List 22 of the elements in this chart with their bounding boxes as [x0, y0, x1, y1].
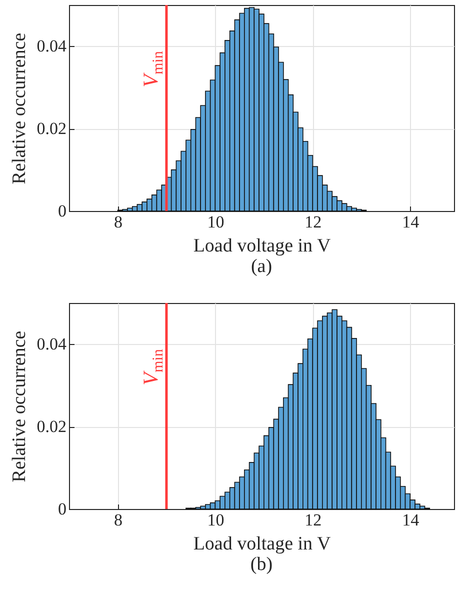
- x-tick-label: 10: [207, 510, 224, 530]
- y-tick-label: 0.02: [36, 417, 66, 436]
- x-tick-label: 12: [304, 510, 322, 530]
- y-tick-label: 0.04: [36, 334, 67, 354]
- y-tick-label: 0.04: [36, 36, 67, 56]
- y-axis-title: Relative occurrence: [8, 32, 30, 184]
- x-tick-label: 8: [114, 510, 122, 530]
- ref-line-label: Vmin: [138, 348, 166, 386]
- x-tick-label: 14: [402, 212, 420, 232]
- ref-line-label: Vmin: [138, 50, 166, 88]
- x-tick-label: 10: [207, 212, 224, 232]
- x-tick-label: 8: [114, 212, 122, 232]
- text: (a): [250, 256, 272, 277]
- x-axis-title: Load voltage in V: [193, 534, 331, 554]
- x-tick-label: 14: [402, 510, 420, 530]
- x-axis-title: Load voltage in V: [193, 236, 331, 256]
- text: (b): [250, 554, 273, 575]
- x-tick-label: 12: [304, 212, 322, 232]
- y-tick-label: 0.02: [36, 119, 66, 138]
- y-axis-title: Relative occurrence: [8, 330, 30, 482]
- y-tick-label: 0: [58, 202, 66, 220]
- y-tick-label: 0: [58, 500, 66, 518]
